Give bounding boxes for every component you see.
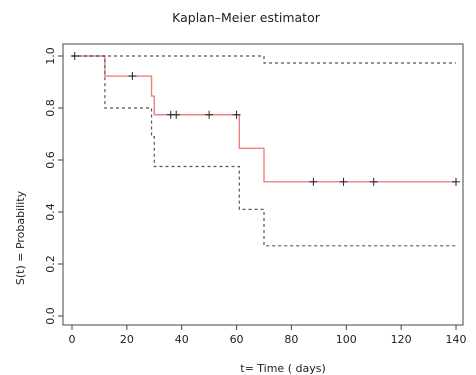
censor-mark xyxy=(128,72,137,81)
plot-frame xyxy=(62,43,464,326)
confidence-bound-upper xyxy=(72,55,456,64)
censor-marks xyxy=(70,52,460,186)
censor-mark xyxy=(232,110,241,119)
y-tick-label: 0.6 xyxy=(44,151,57,169)
censor-mark xyxy=(205,110,214,119)
censor-mark xyxy=(339,177,348,186)
x-tick-label: 60 xyxy=(230,333,244,346)
y-tick-label: 1.0 xyxy=(44,47,57,65)
series-layer xyxy=(72,55,456,247)
y-axis: 0.0 0.2 0.4 0.6 0.8 1.0 xyxy=(44,47,63,325)
y-axis-label: S(t) = Probability xyxy=(14,190,27,285)
censor-mark xyxy=(172,110,181,119)
censor-mark xyxy=(369,177,378,186)
x-tick-label: 140 xyxy=(446,333,467,346)
x-axis-label: t= Time ( days) xyxy=(240,362,326,375)
x-tick-label: 80 xyxy=(284,333,298,346)
x-axis: 0 20 40 60 80 100 120 140 xyxy=(69,325,467,346)
censor-mark xyxy=(452,177,460,186)
x-tick-label: 40 xyxy=(175,333,189,346)
x-tick-label: 20 xyxy=(120,333,134,346)
censor-mark xyxy=(70,52,79,60)
survival-curve xyxy=(72,55,456,183)
x-tick-label: 0 xyxy=(69,333,76,346)
confidence-bound-lower xyxy=(72,55,456,247)
y-tick-label: 0.4 xyxy=(44,203,57,221)
y-tick-label: 0.2 xyxy=(44,255,57,273)
chart-title: Kaplan–Meier estimator xyxy=(172,10,321,25)
x-tick-label: 120 xyxy=(391,333,412,346)
x-tick-label: 100 xyxy=(336,333,357,346)
y-tick-label: 0.8 xyxy=(44,99,57,117)
censor-mark xyxy=(309,177,318,186)
y-tick-label: 0.0 xyxy=(44,307,57,325)
